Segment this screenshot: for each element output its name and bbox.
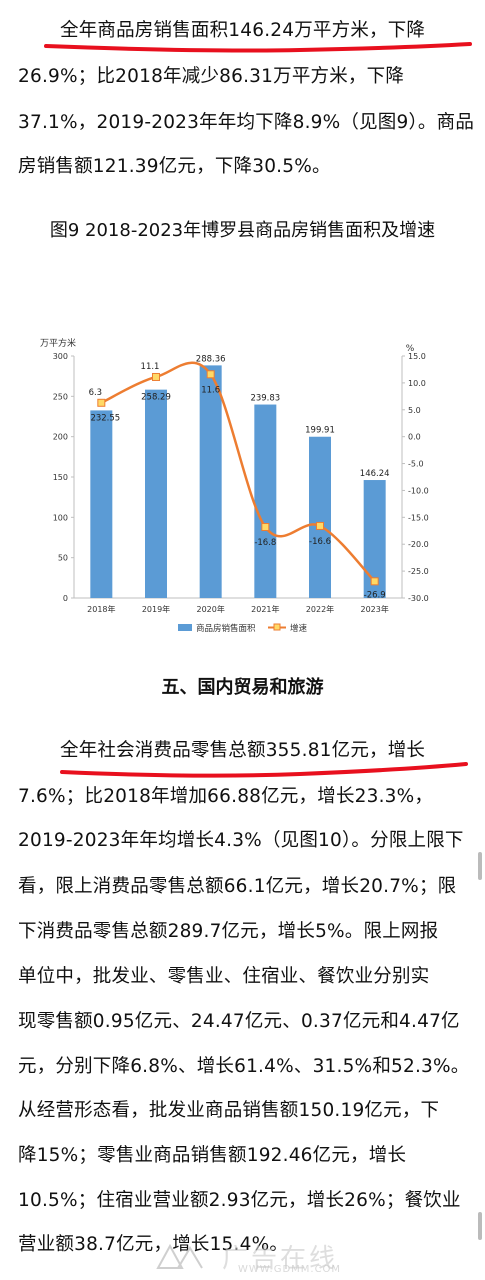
line-marker bbox=[97, 398, 106, 407]
scrollbar-thumb[interactable] bbox=[478, 1212, 482, 1240]
bar bbox=[363, 480, 386, 598]
watermark-text: 广告在线 bbox=[222, 1244, 339, 1274]
right-axis-tick-label: -25.0 bbox=[408, 567, 429, 576]
x-axis-tick-label: 2022年 bbox=[306, 604, 334, 614]
watermark-logo-icon bbox=[156, 1243, 203, 1269]
text-line: 单位中，批发业、零售业、住宿业、餐饮业分别实 bbox=[18, 966, 430, 987]
legend-label: 增速 bbox=[290, 623, 308, 634]
text-line: 现零售额0.95亿元、24.47亿元、0.37亿元和4.47亿 bbox=[18, 1011, 460, 1032]
line-marker bbox=[206, 370, 215, 379]
bar-value-label: 146.24 bbox=[360, 469, 390, 479]
right-axis-tick-label: 5.0 bbox=[408, 406, 421, 415]
line-value-label: 11.1 bbox=[141, 362, 160, 372]
red-underline-annotation bbox=[60, 762, 468, 778]
line-marker bbox=[152, 372, 160, 381]
bar-value-label: 199.91 bbox=[305, 426, 335, 436]
bar-value-label: 232.55 bbox=[90, 413, 120, 423]
left-axis-tick-label: 150 bbox=[53, 473, 68, 482]
text-line: 7.6%；比2018年增加66.88亿元，增长23.3%， bbox=[18, 786, 434, 807]
text-line: 37.1%，2019-2023年年均下降8.9%（见图9）。商品 bbox=[18, 112, 475, 133]
left-axis-tick-label: 200 bbox=[53, 433, 68, 442]
x-axis-tick-label: 2019年 bbox=[142, 604, 170, 614]
right-axis-tick-label: -15.0 bbox=[408, 513, 429, 522]
text-line: 元，分别下降6.8%、增长61.4%、31.5%和52.3%。 bbox=[18, 1056, 470, 1077]
left-axis-tick-label: 100 bbox=[53, 513, 68, 522]
x-axis-tick-label: 2021年 bbox=[251, 604, 279, 614]
bar-value-label: 288.36 bbox=[196, 354, 226, 364]
right-axis-tick-label: 15.0 bbox=[408, 352, 426, 361]
line-value-label: 11.6 bbox=[201, 385, 220, 395]
bar bbox=[254, 404, 277, 598]
bar-value-label: 239.83 bbox=[250, 394, 280, 404]
right-axis-tick-label: 0.0 bbox=[408, 433, 421, 442]
line-value-label: -16.6 bbox=[309, 537, 331, 547]
legend-swatch-marker bbox=[273, 623, 281, 631]
x-axis-tick-label: 2018年 bbox=[87, 604, 115, 614]
x-axis-tick-label: 2020年 bbox=[196, 604, 224, 614]
red-underline-annotation bbox=[44, 42, 472, 53]
text-line: 全年商品房销售面积146.24万平方米，下降 bbox=[60, 20, 426, 41]
line-value-label: -16.8 bbox=[254, 538, 276, 548]
watermark-url: WWW.GDMM.COM bbox=[238, 1264, 342, 1275]
bar bbox=[90, 410, 113, 598]
right-axis-tick-label: 10.0 bbox=[408, 379, 426, 388]
text-line: 全年社会消费品零售总额355.81亿元，增长 bbox=[60, 740, 426, 761]
right-axis-tick-label: -10.0 bbox=[408, 486, 429, 495]
line-value-label: 6.3 bbox=[89, 388, 103, 398]
right-axis-tick-label: -20.0 bbox=[408, 540, 429, 549]
left-axis-tick-label: 0 bbox=[63, 594, 68, 603]
text-line: 房销售额121.39亿元，下降30.5%。 bbox=[18, 156, 331, 177]
text-line: 10.5%；住宿业营业额2.93亿元，增长26%；餐饮业 bbox=[18, 1190, 461, 1211]
line-value-label: -26.9 bbox=[364, 590, 386, 600]
legend-swatch-bar bbox=[178, 624, 192, 631]
text-line: 从经营形态看，批发业商品销售额150.19亿元，下 bbox=[18, 1100, 440, 1121]
right-axis-unit: % bbox=[406, 344, 415, 354]
line-marker bbox=[316, 521, 324, 530]
bar bbox=[145, 389, 167, 598]
combo-chart: 0 50 100 150 200 250 300 万平方米 15.0 10.0 5.0 0.0 -5.0… bbox=[40, 337, 429, 634]
x-axis-tick-label: 2023年 bbox=[360, 604, 388, 614]
bar bbox=[309, 436, 331, 598]
section-title: 五、国内贸易和旅游 bbox=[161, 677, 324, 698]
right-axis-tick-label: -30.0 bbox=[408, 594, 429, 603]
bar bbox=[199, 365, 222, 598]
left-axis-tick-label: 50 bbox=[58, 554, 68, 563]
left-axis-tick-label: 250 bbox=[53, 392, 68, 401]
legend-label: 商品房销售面积 bbox=[196, 623, 256, 634]
watermark: 广告在线 WWW.GDMM.COM bbox=[150, 1238, 350, 1278]
text-line: 看，限上消费品零售总额66.1亿元，增长20.7%；限 bbox=[18, 876, 457, 897]
text-line: 下消费品零售总额289.7亿元，增长5%。限上网报 bbox=[18, 921, 439, 942]
text-line: 26.9%；比2018年减少86.31万平方米，下降 bbox=[18, 66, 405, 87]
text-line: 营业额38.7亿元，增长15.4%。 bbox=[18, 1234, 289, 1255]
left-axis-tick-label: 300 bbox=[53, 352, 68, 361]
line-marker bbox=[261, 523, 270, 532]
scrollbar-thumb[interactable] bbox=[478, 852, 482, 880]
line-marker bbox=[370, 577, 379, 586]
left-axis-unit: 万平方米 bbox=[40, 337, 76, 349]
right-axis-tick-label: -5.0 bbox=[408, 460, 424, 469]
text-line: 2019-2023年年均增长4.3%（见图10）。分限上限下 bbox=[18, 830, 464, 851]
bar-value-label: 258.29 bbox=[141, 393, 171, 403]
figure-caption: 图9 2018-2023年博罗县商品房销售面积及增速 bbox=[49, 220, 436, 241]
text-line: 降15%；零售业商品销售额192.46亿元，增长 bbox=[18, 1145, 407, 1166]
